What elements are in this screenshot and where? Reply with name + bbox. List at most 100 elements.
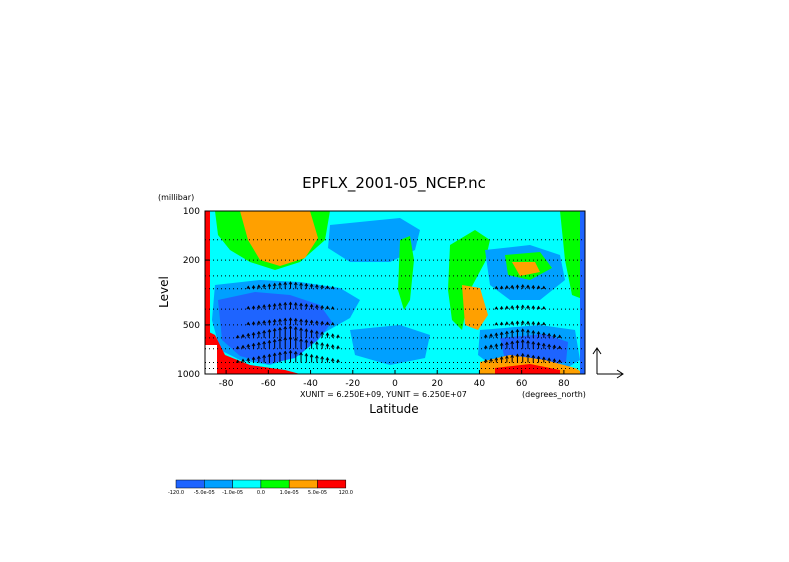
flux-vector-head <box>536 341 541 346</box>
flux-vector-head <box>299 338 303 342</box>
flux-vector-head <box>547 357 551 361</box>
flux-vector-head <box>325 356 330 361</box>
flux-vector-head <box>251 305 256 309</box>
flux-vector-head <box>330 321 335 326</box>
flux-vector-head <box>315 284 319 288</box>
flux-vector-head <box>541 306 546 310</box>
flux-vector-head <box>499 342 504 346</box>
flux-vector-head <box>246 332 251 337</box>
flux-vector-head <box>541 331 546 336</box>
flux-vector-head <box>336 358 340 363</box>
flux-vector-head <box>293 281 298 286</box>
flux-vector-head <box>309 303 314 308</box>
flux-vector-head <box>256 355 261 360</box>
flux-vector-head <box>267 328 272 333</box>
flux-vector-head <box>515 320 520 324</box>
flux-vector-head <box>251 356 256 361</box>
flux-vector-head <box>505 285 509 289</box>
flux-vector-head <box>309 319 314 324</box>
flux-vector-head <box>272 327 277 332</box>
flux-vector-head <box>272 282 277 287</box>
flux-vector-head <box>336 334 340 338</box>
flux-vector-head <box>557 359 562 363</box>
flux-vector-head <box>494 332 499 336</box>
flux-vector-head <box>299 327 303 331</box>
flux-vector-head <box>267 319 272 323</box>
flux-vector-head <box>526 320 530 325</box>
flux-vector-head <box>246 285 251 290</box>
flux-vector-head <box>251 284 256 289</box>
contour-orange-upper-left <box>240 211 318 266</box>
flux-vector-head <box>510 305 515 309</box>
flux-vector-head <box>246 305 251 310</box>
contour-green-mid-2 <box>448 230 490 330</box>
flux-vector-head <box>315 341 319 345</box>
flux-vector-head <box>278 282 282 286</box>
flux-vector-head <box>531 305 536 309</box>
y-axis-label: Level <box>157 276 171 308</box>
flux-vector-head <box>325 332 330 336</box>
flux-vector-head <box>315 304 319 308</box>
flux-vector-head <box>494 306 499 310</box>
topography-mask <box>205 345 217 374</box>
flux-vector-head <box>505 305 509 309</box>
y-tick-label: 200 <box>183 256 200 266</box>
flux-vector-head <box>499 321 504 326</box>
flux-vector-head <box>267 283 272 287</box>
unit-note: XUNIT = 6.250E+09, YUNIT = 6.250E+07 <box>300 390 467 399</box>
x-axis-ticks: -80 -60 -40 -20 0 20 40 60 80 <box>219 370 570 389</box>
flux-vector-head <box>330 357 335 362</box>
flux-vector-head <box>235 359 240 364</box>
vector-key-arrows <box>592 347 624 379</box>
flux-vector-head <box>520 304 525 308</box>
flux-vector-head <box>499 331 504 335</box>
flux-vector-head <box>288 317 293 321</box>
flux-vector-head <box>330 306 335 310</box>
flux-vector-head <box>320 320 325 325</box>
flux-vector-head <box>304 282 309 287</box>
level-dot-lines <box>205 239 585 369</box>
flux-vector-head <box>283 281 288 285</box>
y-tick-label: 100 <box>183 207 200 217</box>
flux-vector-head <box>531 330 536 334</box>
flux-vector-head <box>526 340 530 344</box>
flux-vector-head <box>557 345 562 349</box>
flux-vector-head <box>325 305 330 310</box>
x-tick-label: -20 <box>345 379 360 389</box>
flux-vector-head <box>320 355 325 360</box>
flux-vector-head <box>272 302 277 307</box>
flux-vector-head <box>526 353 530 358</box>
flux-vector-head <box>309 329 314 333</box>
x-tick-label: 0 <box>392 379 398 389</box>
flux-vector-head <box>510 329 515 334</box>
flux-vector-head <box>262 319 266 324</box>
flux-vector-head <box>288 325 293 329</box>
flux-vector-head <box>325 343 330 347</box>
flux-vector-head <box>293 326 298 330</box>
colorbar-swatch <box>204 479 233 489</box>
contour-green-mid-1 <box>398 236 414 310</box>
flux-vector-head <box>283 301 288 306</box>
x-axis-label: Latitude <box>369 402 418 416</box>
flux-vector-head <box>536 305 541 310</box>
flux-vector-head <box>547 332 551 337</box>
flux-vector-head <box>526 329 530 333</box>
flux-vector-head <box>531 321 536 325</box>
flux-vector-head <box>489 357 493 362</box>
contour-red-polar-left <box>205 211 210 374</box>
colorbar-label: -120.0 <box>168 490 184 496</box>
flux-vector-head <box>293 350 298 355</box>
flux-vector-head <box>299 318 303 322</box>
colorbar-label: 1.0e-05 <box>280 490 299 496</box>
x-tick-label: -40 <box>303 379 318 389</box>
flux-vector-head <box>510 354 515 358</box>
flux-vector-head <box>309 353 314 358</box>
flux-vector-head <box>489 333 493 337</box>
colorbar-swatch <box>260 479 290 489</box>
flux-vector-head <box>256 341 261 346</box>
colorbar-label: -5.0e-05 <box>194 490 215 496</box>
flux-vector-head <box>251 342 256 347</box>
colorbar-label: 5.0e-05 <box>308 490 327 496</box>
contour-orange-mid <box>462 285 488 330</box>
